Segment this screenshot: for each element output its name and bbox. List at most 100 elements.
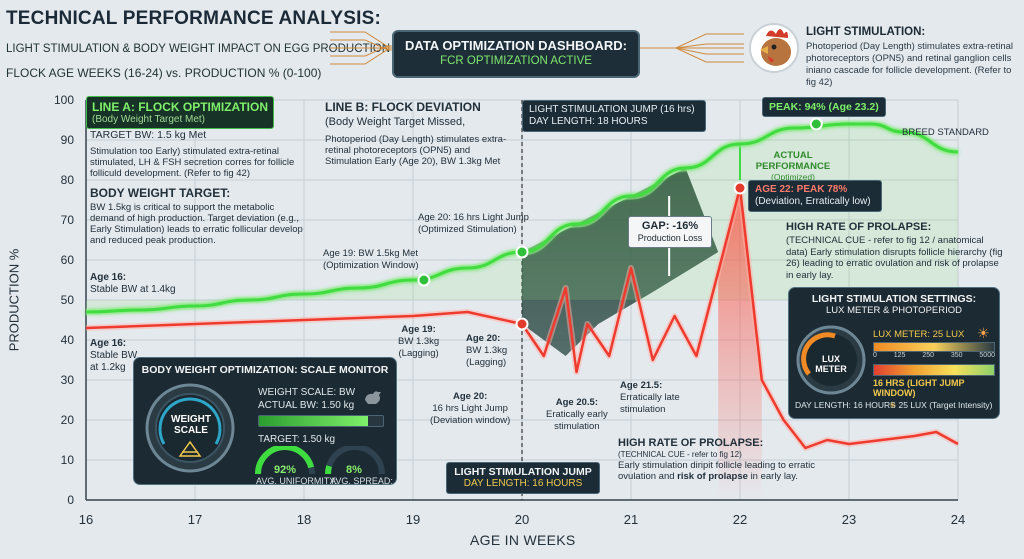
age21-5-line2: Erratically late	[620, 392, 680, 403]
age19-top-line1: Age 19: BW 1.5kg Met	[323, 248, 419, 259]
light-jump-heading: LIGHT STIMULATION JUMP (16 hrs)	[529, 104, 695, 115]
gap-heading: GAP: -16%	[641, 220, 699, 232]
age21-5-line1: Age 21.5:	[620, 380, 663, 391]
age22-peak-heading: AGE 22: PEAK 78%	[755, 184, 848, 195]
x-tick-label: 16	[79, 512, 93, 527]
age20-bottom-line1: Age 20:	[466, 333, 501, 344]
weight-scale-label: WEIGHT SCALE: BW	[258, 387, 356, 398]
chart-title: TECHNICAL PERFORMANCE ANALYSIS:	[6, 8, 381, 29]
gap-sub: Production Loss	[637, 233, 703, 243]
x-tick-label: 20	[515, 512, 529, 527]
age16-top-line2: Stable BW at 1.4kg	[90, 284, 176, 295]
x-tick-label: 22	[733, 512, 747, 527]
age21-5-line3: stimulation	[620, 404, 666, 415]
data-point-marker	[417, 273, 431, 287]
age16-top-annotation: Age 16: Stable BW at 1.4kg	[90, 272, 176, 296]
x-tick-label: 17	[188, 512, 202, 527]
actual-bw-label: ACTUAL BW: 1.50 kg	[258, 400, 355, 411]
target-intensity-text: 25 LUX (Target Intensity)	[898, 400, 993, 410]
lux-tick: 125	[893, 352, 906, 359]
spread-gauge	[325, 446, 385, 475]
dashboard-banner: DATA OPTIMIZATION DASHBOARD: FCR OPTIMIZ…	[392, 30, 640, 78]
line-a-heading: LINE A: FLOCK OPTIMIZATION	[92, 100, 268, 114]
age19-bottom-line1: Age 19:	[401, 324, 436, 335]
dashboard-title: DATA OPTIMIZATION DASHBOARD:	[405, 38, 627, 53]
weight-scale-gauge	[145, 383, 235, 473]
age20-top-line2: (Optimized Stimulation)	[418, 224, 517, 235]
y-tick-label: 100	[54, 93, 74, 107]
chicken-head-icon	[749, 23, 799, 73]
line-b-subheading: (Body Weight Target Missed,	[325, 116, 466, 128]
body-weight-panel: BODY WEIGHT OPTIMIZATION: SCALE MONITOR …	[133, 357, 397, 486]
prolapse-lower-block: HIGH RATE OF PROLAPSE: (TECHNICAL CUE - …	[618, 437, 818, 483]
age16-bottom-annotation: Age 16: Stable BW at 1.2kg	[90, 338, 137, 374]
age20-bottom-line2: BW 1.3kg	[466, 345, 508, 356]
lux-tick: 0	[873, 352, 877, 359]
age22-peak-sub: (Deviation, Erratically low)	[755, 196, 871, 207]
y-tick-label: 30	[61, 373, 75, 387]
age20-5-line1: Age 20.5:	[555, 397, 599, 408]
lux-scale-ticks: 0 125 250 350 5000	[873, 352, 995, 359]
age22-peak-label: AGE 22: PEAK 78% (Deviation, Erratically…	[748, 180, 882, 212]
age16-top-line1: Age 16:	[90, 272, 127, 283]
axis-range-subtitle: FLOCK AGE WEEKS (16-24) vs. PRODUCTION %…	[6, 66, 322, 80]
uniformity-gauge	[255, 446, 315, 475]
y-axis-label: PRODUCTION %	[6, 248, 22, 352]
prolapse-lower-heading: HIGH RATE OF PROLAPSE:	[618, 437, 764, 449]
lux-meter-gauge-label: LUX METER	[815, 354, 847, 374]
age20-deviation-line1: Age 20:	[452, 391, 488, 402]
x-tick-label: 19	[406, 512, 420, 527]
y-tick-label: 0	[67, 493, 74, 507]
lux-tick: 5000	[979, 352, 995, 359]
age20-bottom-annotation: Age 20: BW 1.3kg (Lagging)	[466, 333, 507, 369]
photoperiod-hours: 16 HRS (LIGHT JUMP WINDOW)	[873, 378, 965, 398]
body-weight-target-text: BW 1.5kg is critical to support the meta…	[90, 202, 303, 246]
uniformity-label: AVG. UNIFORMITY:	[256, 476, 338, 486]
prolapse-text: (TECHNICAL CUE - refer to fig 12 / anato…	[786, 235, 1003, 281]
data-point-marker	[515, 317, 529, 331]
target-intensity: ✳ 25 LUX (Target Intensity)	[889, 400, 993, 411]
age20-5-line3: stimulation	[554, 421, 600, 432]
data-point-marker	[733, 181, 747, 195]
prolapse-lower-cue: (TECHNICAL CUE - refer to fig 12)	[618, 450, 742, 459]
age19-bottom-line2: BW 1.3kg	[398, 336, 440, 347]
series-line-a	[85, 122, 959, 314]
data-point-marker	[809, 117, 823, 131]
age19-top-annotation: Age 19: BW 1.5kg Met (Optimization Windo…	[323, 248, 419, 272]
lux-tick: 350	[950, 352, 963, 359]
y-tick-label: 20	[61, 413, 75, 427]
body-weight-panel-title: BODY WEIGHT OPTIMIZATION: SCALE MONITOR	[141, 364, 389, 376]
y-tick-label: 60	[61, 253, 75, 267]
light-jump-bottom-sub: DAY LENGTH: 16 HOURS	[463, 478, 583, 489]
line-b-heading: LINE B: FLOCK DEVIATION	[325, 100, 481, 114]
x-tick-label: 21	[624, 512, 638, 527]
y-tick-label: 10	[61, 453, 75, 467]
light-settings-panel: LIGHT STIMULATION SETTINGS: LUX METER & …	[788, 287, 1000, 419]
chart-subtitle: LIGHT STIMULATION & BODY WEIGHT IMPACT O…	[6, 43, 391, 55]
age20-top-line1: Age 20: 16 hrs Light Jump	[418, 212, 529, 223]
line-a-label-box: LINE A: FLOCK OPTIMIZATION (Body Weight …	[86, 96, 274, 129]
y-tick-label: 70	[61, 213, 75, 227]
spread-label: AVG. SPREAD:	[330, 476, 393, 486]
light-settings-subtitle: LUX METER & PHOTOPERIOD	[825, 305, 962, 316]
age20-deviation-line3: (Deviation window)	[430, 415, 511, 426]
body-weight-target-heading: BODY WEIGHT TARGET:	[90, 186, 231, 200]
age20-5-line2: Eratically early	[546, 409, 608, 420]
prolapse-lower-text: Early stimulation diripit follicle leadi…	[618, 460, 815, 482]
prolapse-heading: HIGH RATE OF PROLAPSE:	[786, 221, 932, 233]
age20-bottom-line3: (Lagging)	[466, 357, 507, 368]
light-jump-bottom-heading: LIGHT STIMULATION JUMP	[454, 466, 592, 478]
age16-bottom-line1: Age 16:	[90, 338, 127, 349]
lux-reading: LUX METER: 25 LUX	[873, 329, 965, 340]
light-jump-day-length: DAY LENGTH: 18 HOURS	[529, 116, 648, 127]
line-b-text: Photoperiod (Day Length) stimulates extr…	[325, 134, 507, 167]
age19-bottom-line3: (Lagging)	[398, 348, 439, 359]
y-tick-label: 80	[61, 173, 75, 187]
y-tick-label: 50	[61, 293, 75, 307]
actual-performance-heading: ACTUAL PERFORMANCE	[755, 150, 831, 172]
weight-progress-bar	[258, 415, 384, 427]
x-tick-label: 23	[842, 512, 856, 527]
target-weight-label: TARGET: 1.50 kg	[258, 434, 336, 445]
age21-5-annotation: Age 21.5: Erratically late stimulation	[620, 380, 680, 416]
